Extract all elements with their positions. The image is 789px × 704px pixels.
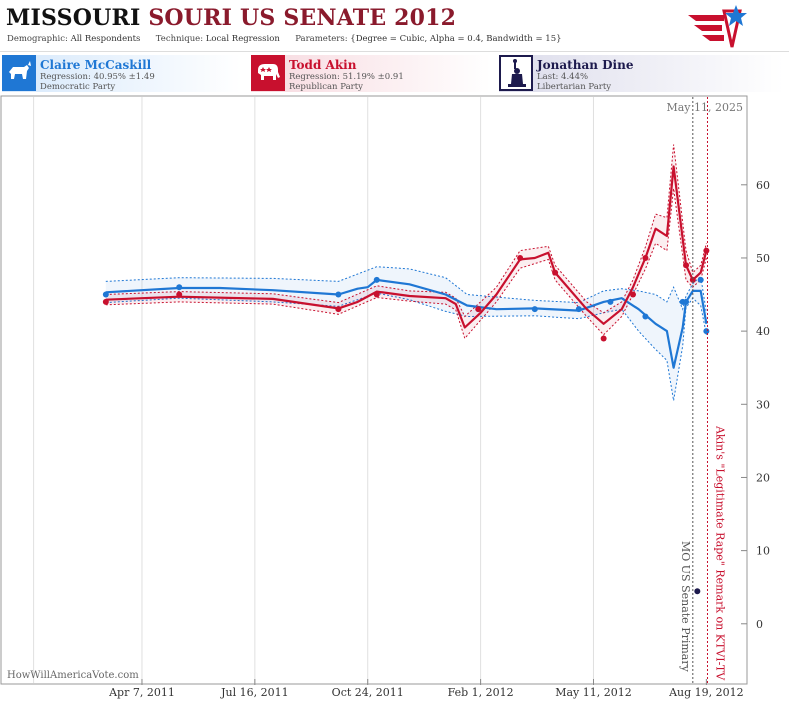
plot-frame xyxy=(0,95,748,685)
site-logo-icon xyxy=(688,5,747,48)
demographic-value: All Respondents xyxy=(70,34,141,44)
technique-label: Technique: xyxy=(155,34,204,44)
candidate-party: Republican Party xyxy=(289,82,363,92)
poll-point xyxy=(176,284,183,291)
y-tick-label: 40 xyxy=(756,325,770,338)
y-tick-label: 60 xyxy=(756,179,770,192)
candidate-card-dine: Jonathan Dine Last: 4.44% Libertarian Pa… xyxy=(499,55,784,92)
candidate-last: Last: 4.44% xyxy=(537,72,589,82)
poll-point xyxy=(373,291,380,298)
poll-chart: 0 10 20 30 40 50 60 Apr 7, 2011 Jul 16, 2011 Oct … xyxy=(0,95,770,699)
demographic-label: Demographic: xyxy=(7,34,68,44)
event-label: MO US Senate Primary xyxy=(679,541,692,673)
poll-point xyxy=(475,306,482,313)
candidate-party: Libertarian Party xyxy=(537,82,612,92)
liberty-statue-icon xyxy=(499,55,533,91)
date-stamp: May 11, 2025 xyxy=(666,101,743,114)
candidate-name: Claire McCaskill xyxy=(40,58,152,72)
poll-point xyxy=(531,306,538,313)
poll-point xyxy=(575,306,582,313)
x-tick-label: May 11, 2012 xyxy=(555,686,632,699)
confidence-band xyxy=(105,144,707,339)
poll-point xyxy=(694,588,701,595)
donkey-icon xyxy=(2,55,36,91)
y-tick-label: 10 xyxy=(756,545,770,558)
poll-point xyxy=(703,247,710,254)
candidate-name: Todd Akin xyxy=(289,58,357,72)
poll-point xyxy=(335,291,342,298)
poll-point xyxy=(517,254,524,261)
poll-point xyxy=(703,328,710,335)
confidence-upper-line xyxy=(105,144,707,318)
y-tick-label: 30 xyxy=(756,398,770,411)
candidate-name: Jonathan Dine xyxy=(537,58,634,72)
candidate-legend: Claire McCaskill Regression: 40.95% ±1.4… xyxy=(0,53,789,93)
title-rest: SOURI US SENATE 2012 xyxy=(148,5,457,31)
poll-point xyxy=(683,298,690,305)
candidate-regression: Regression: 51.19% ±0.91 xyxy=(289,72,404,82)
candidate-card-mccaskill: Claire McCaskill Regression: 40.95% ±1.4… xyxy=(2,55,242,92)
poll-point xyxy=(335,306,342,313)
watermark: HowWillAmericaVote.com xyxy=(7,670,139,681)
y-tick-label: 20 xyxy=(756,471,770,484)
poll-point xyxy=(102,298,109,305)
x-tick-label: Feb 1, 2012 xyxy=(448,686,514,699)
y-tick-label: 0 xyxy=(756,618,763,631)
poll-point xyxy=(607,298,614,305)
candidate-card-akin: Todd Akin Regression: 51.19% ±0.91 Repub… xyxy=(251,55,491,92)
title-state: MISSOURI xyxy=(6,5,141,31)
y-tick-label: 50 xyxy=(756,252,770,265)
x-tick-label: Jul 16, 2011 xyxy=(220,686,289,699)
parameters-label: Parameters: xyxy=(295,34,348,44)
poll-point xyxy=(373,276,380,283)
poll-point xyxy=(697,276,704,283)
parameters-value: {Degree = Cubic, Alpha = 0.4, Bandwidth … xyxy=(350,34,562,44)
poll-point xyxy=(600,335,607,342)
x-tick-label: Oct 24, 2011 xyxy=(332,686,404,699)
candidate-regression: Regression: 40.95% ±1.49 xyxy=(40,72,155,82)
x-tick-label: Apr 7, 2011 xyxy=(108,686,175,699)
candidate-party: Democratic Party xyxy=(40,82,116,92)
trend-line xyxy=(105,165,708,329)
event-label: Akin's "Legitimate Rape" Remark on KTVI-… xyxy=(713,425,726,681)
poll-point xyxy=(689,276,696,283)
poll-point xyxy=(552,269,559,276)
parameters-line: Demographic: All Respondents Technique: … xyxy=(7,34,562,44)
poll-point xyxy=(683,262,690,269)
poll-point xyxy=(102,291,109,298)
elephant-icon xyxy=(251,55,285,91)
poll-point xyxy=(629,291,636,298)
technique-value: Local Regression xyxy=(205,34,280,44)
poll-point xyxy=(176,291,183,298)
header: MISSOURI SOURI US SENATE 2012 Demographi… xyxy=(0,0,789,52)
x-tick-label: Aug 19, 2012 xyxy=(668,686,744,699)
page-title: MISSOURI SOURI US SENATE 2012 xyxy=(6,5,456,31)
poll-point xyxy=(642,254,649,261)
poll-point xyxy=(642,313,649,320)
confidence-band xyxy=(105,266,707,401)
